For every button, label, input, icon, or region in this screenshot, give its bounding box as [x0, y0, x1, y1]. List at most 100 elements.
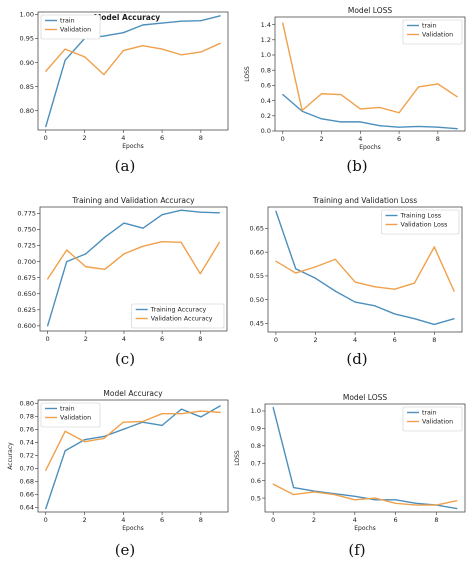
series-line-validation [275, 246, 455, 292]
x-axis-label: Epochs [122, 525, 144, 532]
data-point [275, 210, 277, 212]
y-tick-label: 0.60 [250, 248, 264, 256]
y-tick-label: 0.68 [20, 478, 34, 486]
data-point [123, 253, 125, 255]
data-point [282, 22, 284, 24]
data-point [104, 268, 106, 270]
chart-title: Model LOSS [348, 6, 392, 15]
plot-frame [39, 206, 228, 332]
data-point [275, 260, 277, 262]
y-tick-label: 0.8 [251, 442, 261, 450]
data-point [103, 35, 105, 37]
data-point [83, 439, 86, 441]
data-point [45, 508, 47, 510]
data-point [83, 441, 86, 443]
x-tick-label: 2 [82, 134, 86, 142]
data-point [301, 109, 303, 112]
y-tick-label: 0.85 [20, 83, 34, 91]
data-point [314, 266, 317, 268]
data-point [437, 126, 439, 128]
data-point [292, 493, 295, 496]
data-point [122, 49, 124, 52]
data-point [103, 437, 105, 440]
data-point [435, 504, 438, 506]
legend-box [381, 209, 460, 235]
data-point [374, 499, 376, 501]
x-tick-label: 0 [44, 134, 48, 142]
data-point [161, 413, 163, 415]
y-tick-label: 0.8 [261, 66, 271, 74]
y-tick-label: 0.775 [17, 210, 36, 218]
series-line-train [272, 407, 457, 510]
caption-f: (f) [348, 541, 366, 559]
y-tick-label: 0.0 [261, 127, 271, 135]
data-point [379, 125, 381, 127]
x-axis-label: Epochs [359, 144, 381, 151]
data-point [433, 323, 435, 325]
series-line-validation [47, 240, 220, 280]
data-point [295, 268, 297, 270]
data-point [433, 246, 435, 248]
x-tick-label: 8 [434, 516, 438, 524]
x-tick-label: 8 [432, 336, 436, 344]
x-tick-label: 4 [121, 516, 125, 524]
data-point [379, 106, 381, 109]
data-point [142, 24, 144, 26]
data-point [64, 430, 66, 432]
data-point [180, 20, 183, 22]
data-point [354, 301, 356, 303]
data-point [395, 502, 397, 504]
data-point [45, 126, 47, 128]
x-tick-label: 8 [436, 135, 440, 143]
data-point [103, 74, 105, 76]
data-point [456, 96, 458, 98]
legend-entry: Validation Accuracy [151, 316, 213, 323]
data-point [456, 500, 458, 502]
y-tick-label: 1.00 [20, 11, 34, 19]
legend-entry: Validation [422, 419, 453, 426]
data-point [104, 236, 106, 238]
x-tick-label: 2 [82, 516, 86, 524]
y-tick-label: 0.95 [20, 35, 34, 43]
data-point [395, 499, 397, 501]
series-line-validation [272, 483, 457, 506]
data-point [320, 118, 323, 120]
data-point [180, 241, 182, 243]
data-point [415, 504, 417, 506]
data-point [142, 420, 144, 423]
x-tick-label: 0 [274, 336, 278, 344]
y-tick-label: 0.2 [261, 112, 271, 120]
y-tick-label: 0.9 [251, 425, 261, 433]
series-line-validation [45, 410, 221, 471]
y-axis-label: LOSS [234, 450, 241, 466]
x-axis-label: Epochs [354, 525, 376, 532]
x-tick-label: 6 [393, 336, 397, 344]
data-point [456, 507, 458, 510]
x-axis-label: Epochs [122, 143, 144, 150]
data-point [456, 128, 458, 130]
y-tick-label: 0.76 [20, 426, 34, 434]
chart-title: Model Accuracy [103, 389, 163, 398]
data-point [398, 126, 400, 128]
y-tick-label: 0.4 [261, 97, 271, 105]
plot-frame [37, 399, 229, 513]
y-tick-label: 0.55 [250, 272, 264, 280]
x-tick-label: 0 [281, 135, 285, 143]
legend-entry: train [60, 406, 75, 413]
data-point [219, 411, 221, 413]
data-point [334, 290, 336, 292]
data-point [64, 48, 66, 50]
y-axis-label: Accuracy [7, 442, 14, 470]
data-point [161, 241, 163, 243]
y-tick-label: 1.2 [261, 36, 271, 44]
data-point [437, 83, 439, 85]
data-point [180, 408, 183, 410]
caption-d: (d) [346, 350, 368, 368]
data-point [199, 273, 201, 275]
data-point [334, 258, 336, 260]
data-point [45, 70, 47, 72]
data-point [219, 42, 221, 44]
y-tick-label: 0.650 [17, 290, 36, 298]
y-tick-label: 0.64 [20, 504, 34, 512]
data-point [45, 469, 47, 471]
